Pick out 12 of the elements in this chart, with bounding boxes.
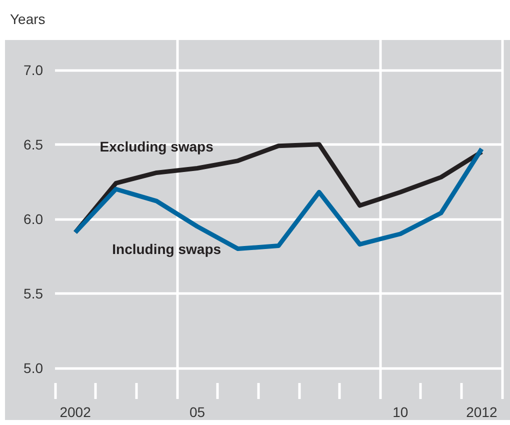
series-label: Excluding swaps — [100, 138, 214, 155]
x-tick-label: 2002 — [60, 404, 92, 420]
y-tick-label: 6.0 — [24, 210, 44, 227]
y-axis-title: Years — [10, 11, 46, 27]
x-tick-label: 2012 — [466, 404, 498, 420]
y-tick-label: 5.0 — [24, 360, 44, 376]
x-tick-label: 10 — [392, 404, 408, 420]
y-tick-label: 7.0 — [24, 62, 44, 78]
y-tick-label: 5.5 — [24, 286, 44, 302]
series-label: Including swaps — [112, 241, 222, 258]
y-tick-label: 6.5 — [24, 136, 44, 152]
x-tick-label: 05 — [189, 404, 206, 420]
